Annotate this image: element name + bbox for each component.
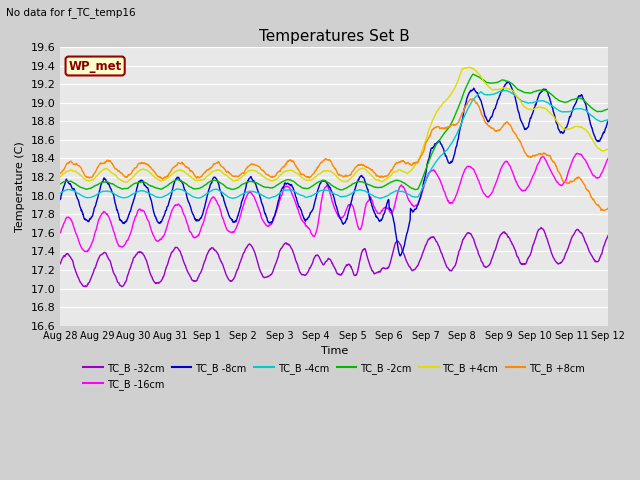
- TC_B -16cm: [165, 216, 173, 222]
- TC_B -2cm: [420, 173, 428, 179]
- TC_B -16cm: [179, 208, 186, 214]
- TC_B -4cm: [179, 187, 186, 193]
- TC_B -16cm: [573, 150, 581, 156]
- TC_B -8cm: [396, 253, 404, 259]
- Legend: TC_B -32cm, TC_B -16cm, TC_B -8cm, TC_B -4cm, TC_B -2cm, TC_B +4cm, TC_B +8cm: TC_B -32cm, TC_B -16cm, TC_B -8cm, TC_B …: [79, 359, 589, 394]
- TC_B +4cm: [540, 105, 548, 110]
- TC_B +4cm: [240, 172, 248, 178]
- TC_B -4cm: [420, 183, 428, 189]
- TC_B +8cm: [419, 150, 427, 156]
- TC_B -8cm: [179, 180, 186, 185]
- TC_B +8cm: [540, 150, 547, 156]
- TC_B -4cm: [604, 117, 612, 122]
- TC_B -16cm: [540, 154, 547, 160]
- TC_B -32cm: [118, 284, 125, 289]
- TC_B -32cm: [604, 233, 612, 239]
- TC_B +8cm: [56, 170, 64, 176]
- TC_B -8cm: [165, 200, 173, 206]
- TC_B -4cm: [540, 98, 548, 104]
- TC_B -8cm: [56, 196, 64, 202]
- TC_B -4cm: [239, 191, 247, 197]
- TC_B -8cm: [491, 106, 499, 111]
- Y-axis label: Temperature (C): Temperature (C): [15, 141, 25, 232]
- TC_B -32cm: [165, 256, 173, 262]
- TC_B -2cm: [56, 181, 64, 187]
- TC_B -32cm: [491, 248, 499, 253]
- TC_B -2cm: [540, 87, 548, 93]
- TC_B +8cm: [179, 159, 186, 165]
- TC_B -2cm: [492, 80, 499, 85]
- TC_B -16cm: [56, 230, 64, 236]
- TC_B +8cm: [165, 171, 173, 177]
- TC_B +8cm: [239, 170, 247, 176]
- TC_B -4cm: [165, 191, 173, 197]
- TC_B +4cm: [604, 146, 612, 152]
- TC_B +4cm: [179, 168, 186, 174]
- Line: TC_B -2cm: TC_B -2cm: [60, 74, 608, 190]
- TC_B +4cm: [122, 180, 130, 185]
- TC_B +4cm: [492, 87, 499, 93]
- TC_B -2cm: [179, 179, 186, 184]
- TC_B +4cm: [420, 144, 428, 150]
- TC_B -8cm: [604, 118, 612, 124]
- TC_B -4cm: [56, 190, 64, 196]
- TC_B -2cm: [469, 71, 477, 77]
- TC_B -2cm: [239, 181, 247, 187]
- TC_B +8cm: [600, 208, 608, 214]
- Line: TC_B -32cm: TC_B -32cm: [60, 228, 608, 287]
- Line: TC_B -8cm: TC_B -8cm: [60, 82, 608, 256]
- Line: TC_B -4cm: TC_B -4cm: [60, 90, 608, 198]
- Title: Temperatures Set B: Temperatures Set B: [259, 29, 410, 44]
- TC_B +8cm: [467, 96, 474, 102]
- TC_B -32cm: [537, 225, 545, 230]
- Line: TC_B +8cm: TC_B +8cm: [60, 99, 608, 211]
- TC_B -16cm: [83, 249, 91, 255]
- TC_B -32cm: [540, 227, 548, 233]
- TC_B -16cm: [604, 156, 612, 161]
- TC_B -8cm: [420, 180, 428, 186]
- TC_B -16cm: [240, 202, 248, 207]
- TC_B -32cm: [240, 250, 248, 256]
- TC_B -32cm: [179, 255, 186, 261]
- Text: WP_met: WP_met: [68, 60, 122, 72]
- TC_B -32cm: [56, 261, 64, 266]
- Line: TC_B +4cm: TC_B +4cm: [60, 67, 608, 182]
- TC_B +8cm: [604, 205, 612, 211]
- Line: TC_B -16cm: TC_B -16cm: [60, 153, 608, 252]
- TC_B -16cm: [491, 182, 499, 188]
- TC_B +4cm: [165, 174, 173, 180]
- TC_B -4cm: [491, 91, 499, 96]
- TC_B -8cm: [504, 79, 512, 85]
- TC_B -2cm: [165, 182, 173, 188]
- TC_B -2cm: [338, 187, 346, 193]
- TC_B -32cm: [420, 249, 428, 254]
- TC_B +8cm: [491, 128, 499, 133]
- TC_B -8cm: [239, 194, 247, 200]
- TC_B -8cm: [540, 87, 548, 93]
- TC_B +4cm: [465, 64, 473, 70]
- TC_B -4cm: [502, 87, 509, 93]
- TC_B -4cm: [376, 195, 384, 201]
- X-axis label: Time: Time: [321, 346, 348, 356]
- TC_B +4cm: [56, 174, 64, 180]
- TC_B -16cm: [420, 185, 428, 191]
- Text: No data for f_TC_temp16: No data for f_TC_temp16: [6, 7, 136, 18]
- TC_B -2cm: [604, 106, 612, 112]
